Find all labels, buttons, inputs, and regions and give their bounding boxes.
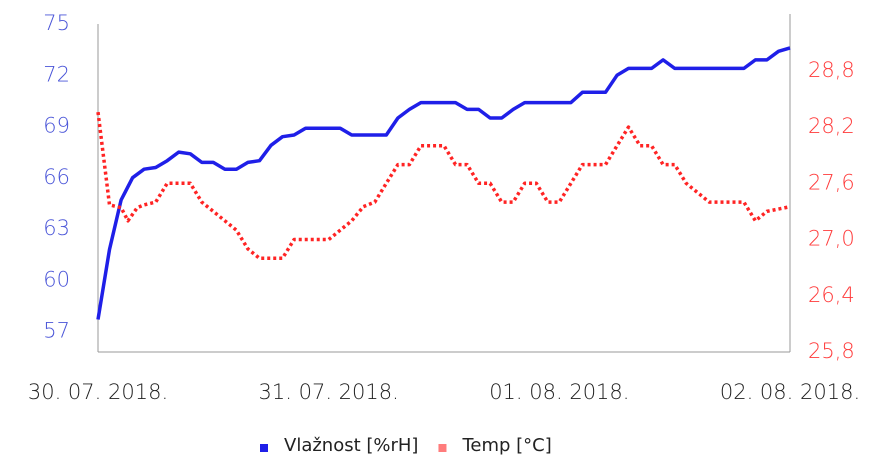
y2-tick-label: 25,8 — [808, 339, 855, 363]
x-tick-label: 30. 07. 2018. — [28, 380, 168, 404]
line-series — [96, 111, 791, 261]
y2-tick-label: 27,6 — [808, 170, 855, 194]
y-tick-label: 75 — [43, 11, 70, 35]
y-tick-label: 72 — [43, 62, 70, 86]
y2-tick-label: 27,0 — [808, 227, 855, 251]
legend-swatch — [260, 444, 268, 452]
legend-label: Temp [°C] — [461, 435, 551, 456]
y2-tick-label: 26,4 — [808, 283, 855, 307]
y2-tick-label: 28,8 — [808, 58, 855, 82]
x-tick-label: 01. 08. 2018. — [489, 380, 629, 404]
y2-tick-label: 28,2 — [808, 114, 855, 138]
y-tick-label: 57 — [43, 319, 70, 343]
line-series — [96, 46, 791, 320]
y-tick-label: 60 — [43, 267, 70, 291]
y-tick-label: 63 — [43, 216, 70, 240]
y-tick-label: 66 — [43, 165, 70, 189]
legend-label: Vlažnost [%rH] — [284, 435, 418, 456]
legend-swatch — [438, 444, 447, 452]
y-tick-label: 69 — [43, 114, 70, 138]
x-tick-label: 02. 08. 2018. — [720, 380, 860, 404]
x-tick-label: 31. 07. 2018. — [259, 380, 399, 404]
